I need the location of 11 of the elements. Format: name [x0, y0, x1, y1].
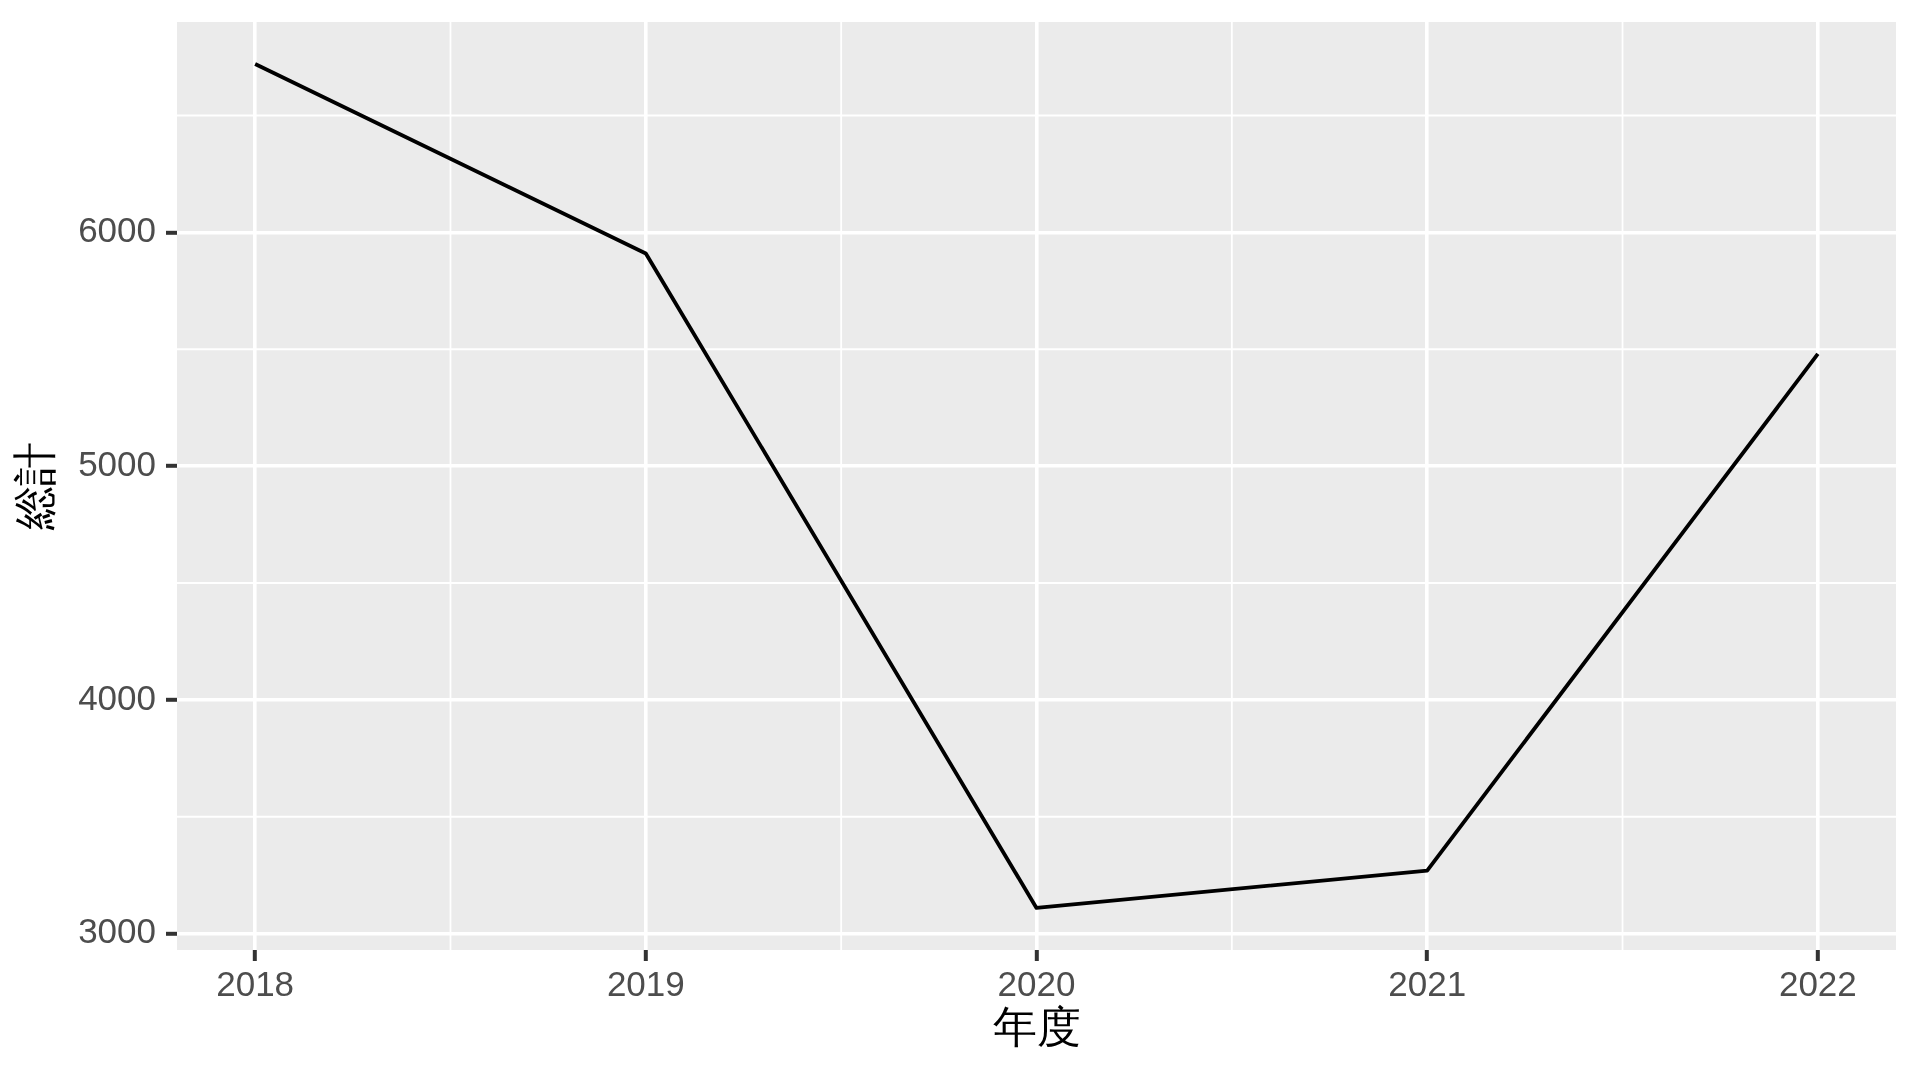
x-tick-label: 2020	[997, 963, 1076, 1003]
x-axis-title: 年度	[992, 1001, 1081, 1051]
y-tick-label: 5000	[78, 443, 156, 483]
x-tick-label: 2018	[216, 963, 295, 1003]
y-axis-title: 総計	[9, 442, 59, 531]
y-tick-label: 4000	[78, 677, 156, 717]
y-tick-label: 6000	[78, 210, 156, 250]
x-tick-label: 2019	[606, 963, 685, 1003]
x-tick-label: 2022	[1778, 963, 1857, 1003]
x-tick-label: 2021	[1388, 963, 1467, 1003]
y-tick-label: 3000	[78, 911, 156, 951]
